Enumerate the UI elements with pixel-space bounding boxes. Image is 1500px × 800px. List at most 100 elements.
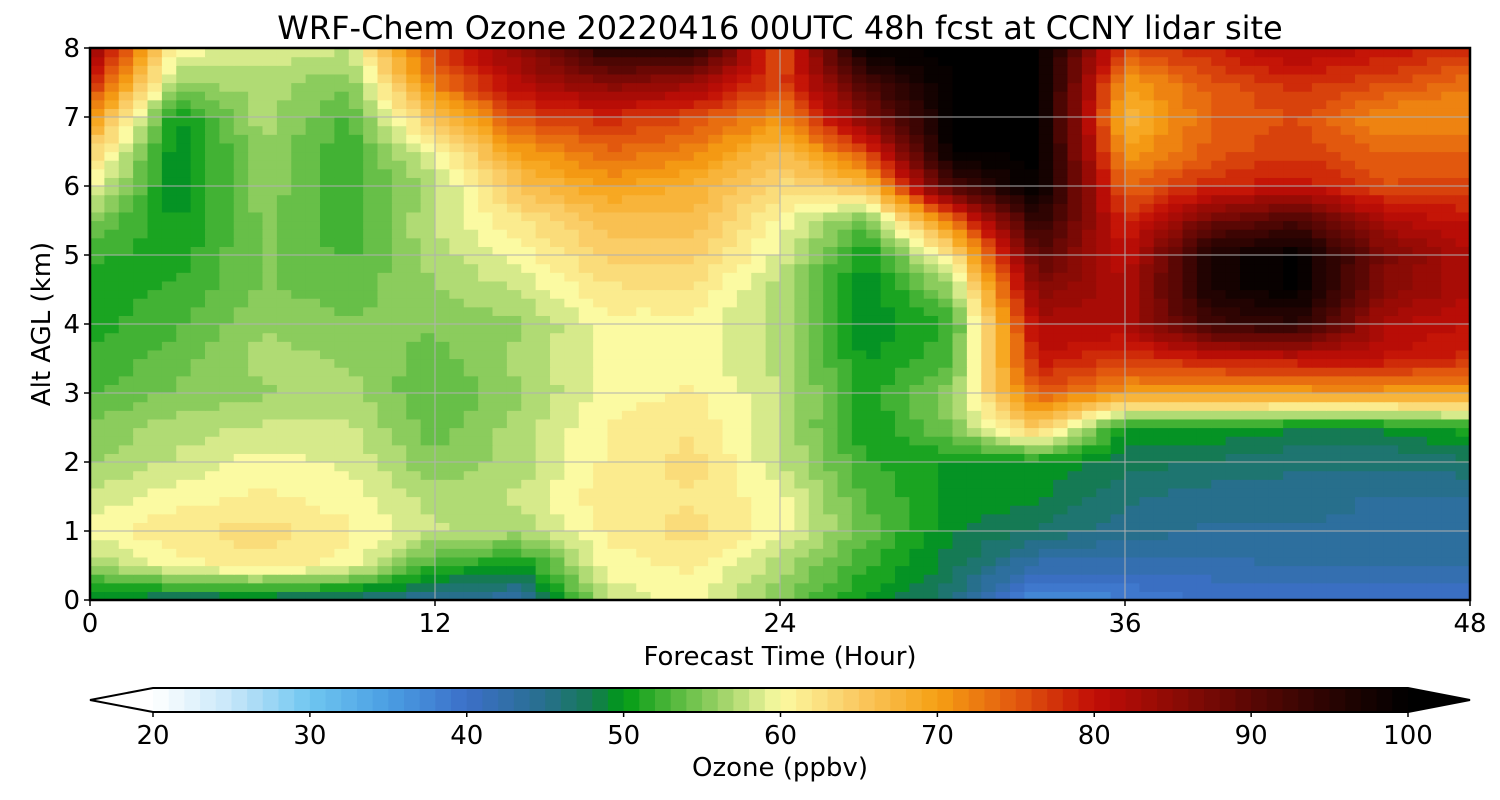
- heatmap-cell: [909, 280, 925, 291]
- heatmap-cell: [1038, 186, 1054, 196]
- heatmap-cell: [248, 298, 264, 308]
- heatmap-cell: [1283, 522, 1299, 532]
- heatmap-cell: [995, 349, 1011, 360]
- heatmap-cell: [478, 211, 494, 222]
- heatmap-cell: [1139, 522, 1155, 532]
- heatmap-cell: [593, 565, 609, 575]
- heatmap-cell: [305, 505, 321, 515]
- heatmap-cell: [780, 418, 795, 429]
- heatmap-cell: [506, 384, 522, 394]
- heatmap-cell: [1383, 522, 1399, 532]
- heatmap-cell: [1182, 410, 1198, 420]
- heatmap-cell: [276, 384, 292, 394]
- heatmap-cell: [794, 556, 810, 567]
- heatmap-cell: [205, 349, 220, 360]
- heatmap-cell: [1398, 496, 1414, 506]
- heatmap-cell: [1010, 531, 1025, 541]
- heatmap-cell: [176, 453, 192, 463]
- heatmap-cell: [995, 496, 1011, 506]
- heatmap-cell: [190, 505, 206, 515]
- heatmap-cell: [1340, 453, 1356, 463]
- heatmap-cell: [406, 272, 422, 282]
- heatmap-cell: [981, 203, 997, 213]
- heatmap-cell: [90, 367, 105, 377]
- heatmap-cell: [1067, 168, 1083, 178]
- heatmap-cell: [147, 280, 163, 291]
- heatmap-cell: [1311, 186, 1327, 196]
- heatmap-cell: [391, 384, 407, 394]
- heatmap-cell: [1254, 410, 1270, 420]
- heatmap-cell: [1196, 393, 1212, 403]
- heatmap-cell: [1196, 168, 1212, 178]
- heatmap-cell: [147, 229, 163, 239]
- heatmap-cell: [521, 246, 537, 256]
- heatmap-cell: [262, 505, 278, 515]
- heatmap-cell: [1139, 246, 1155, 256]
- heatmap-cell: [161, 255, 177, 265]
- heatmap-cell: [564, 349, 580, 360]
- heatmap-cell: [463, 462, 479, 472]
- heatmap-cell: [449, 332, 465, 342]
- heatmap-cell: [391, 151, 407, 161]
- heatmap-cell: [1441, 522, 1457, 532]
- heatmap-cell: [363, 453, 379, 463]
- heatmap-cell: [391, 436, 407, 446]
- heatmap-cell: [90, 565, 105, 575]
- heatmap-cell: [866, 272, 882, 282]
- heatmap-cell: [851, 246, 867, 256]
- heatmap-cell: [1240, 168, 1255, 178]
- heatmap-cell: [320, 462, 335, 472]
- heatmap-cell: [722, 306, 738, 316]
- heatmap-cell: [320, 168, 335, 178]
- heatmap-cell: [334, 401, 350, 411]
- heatmap-cell: [1340, 591, 1356, 600]
- heatmap-cell: [1024, 513, 1040, 523]
- heatmap-cell: [449, 306, 465, 316]
- heatmap-cell: [1240, 358, 1255, 368]
- heatmap-cell: [650, 427, 666, 437]
- heatmap-cell: [593, 375, 609, 385]
- heatmap-cell: [1125, 462, 1140, 472]
- heatmap-cell: [1268, 229, 1284, 239]
- heatmap-cell: [851, 255, 867, 265]
- heatmap-cell: [1254, 324, 1270, 334]
- heatmap-cell: [1268, 220, 1284, 230]
- heatmap-cell: [938, 410, 954, 420]
- heatmap-cell: [1168, 246, 1184, 256]
- heatmap-cell: [233, 487, 249, 498]
- heatmap-cell: [981, 349, 997, 360]
- heatmap-cell: [348, 220, 364, 230]
- heatmap-cell: [521, 401, 537, 411]
- heatmap-cell: [463, 298, 479, 308]
- heatmap-cell: [1067, 246, 1083, 256]
- heatmap-cell: [1038, 332, 1054, 342]
- heatmap-cell: [391, 177, 407, 187]
- heatmap-cell: [1182, 186, 1198, 196]
- heatmap-cell: [391, 229, 407, 239]
- heatmap-cell: [1067, 565, 1083, 575]
- heatmap-cell: [291, 211, 307, 222]
- heatmap-cell: [966, 375, 982, 385]
- heatmap-cell: [1254, 427, 1270, 437]
- heatmap-cell: [190, 401, 206, 411]
- heatmap-cell: [1297, 280, 1313, 291]
- heatmap-cell: [880, 505, 896, 515]
- heatmap-cell: [1369, 487, 1385, 498]
- heatmap-cell: [708, 496, 724, 506]
- heatmap-cell: [233, 168, 249, 178]
- heatmap-cell: [1426, 539, 1442, 549]
- heatmap-cell: [1053, 211, 1069, 222]
- heatmap-cell: [880, 393, 896, 403]
- heatmap-cell: [564, 177, 580, 187]
- heatmap-cell: [1168, 332, 1184, 342]
- heatmap-cell: [1196, 203, 1212, 213]
- heatmap-cell: [808, 315, 824, 325]
- heatmap-cell: [1311, 522, 1327, 532]
- heatmap-cell: [176, 358, 192, 368]
- heatmap-cell: [593, 401, 609, 411]
- heatmap-cell: [1196, 462, 1212, 472]
- heatmap-cell: [895, 522, 910, 532]
- heatmap-cell: [1081, 591, 1097, 600]
- heatmap-cell: [435, 367, 450, 377]
- heatmap-cell: [233, 436, 249, 446]
